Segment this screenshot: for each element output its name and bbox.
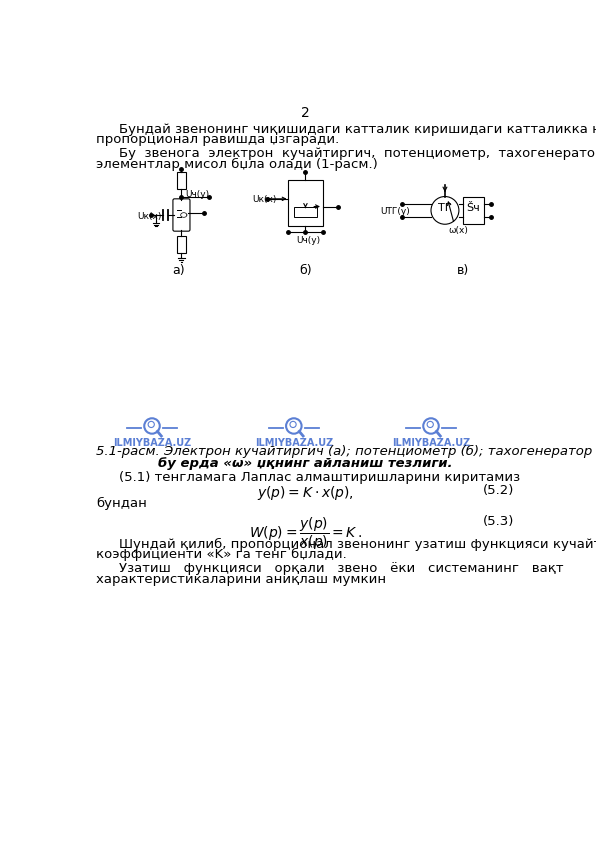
Text: 2: 2 (301, 106, 310, 120)
Text: Uч(y): Uч(y) (185, 190, 209, 200)
Text: ILMIYBAZA.UZ: ILMIYBAZA.UZ (392, 438, 470, 448)
Bar (294, 207, 316, 216)
Text: ω(x): ω(x) (449, 226, 468, 235)
Text: бундан: бундан (96, 497, 147, 510)
Text: ТГ: ТГ (438, 203, 452, 213)
Text: Бу  звенога  электрон  кучайтиргич,  потенциометр,  тахогенератор  каби: Бу звенога электрон кучайтиргич, потенци… (119, 147, 596, 160)
Text: UТГ(y): UТГ(y) (381, 206, 411, 216)
Text: (5.3): (5.3) (483, 515, 515, 528)
Text: характеристикаларини аниқлаш мумкин: характеристикаларини аниқлаш мумкин (96, 573, 386, 586)
Text: а): а) (172, 264, 185, 277)
Text: ILMIYBAZA.UZ: ILMIYBAZA.UZ (254, 438, 333, 448)
Text: Узатиш   функцияси   орқали   звено   ёки   системанинг   вақт: Узатиш функцияси орқали звено ёки систем… (119, 562, 563, 575)
Text: Šч: Šч (467, 203, 480, 213)
Text: коэффициенти «K» га тенг бџлади.: коэффициенти «K» га тенг бџлади. (96, 548, 347, 562)
Text: в): в) (457, 264, 469, 277)
Text: 5.1-расм. Электрон кучайтиргич (а); потенциометр (б); тахогенератор (в),: 5.1-расм. Электрон кучайтиргич (а); поте… (96, 445, 596, 458)
Text: Бундай звенонинг чиқишидаги катталик киришидаги катталикка нисбатан: Бундай звенонинг чиқишидаги катталик кир… (119, 123, 596, 136)
Text: ILMIYBAZA.UZ: ILMIYBAZA.UZ (113, 438, 191, 448)
Text: (5.1) тенгламага Лаплас алмаштиришларини киритамиз: (5.1) тенгламага Лаплас алмаштиришларини… (119, 471, 520, 483)
Text: Шундай қилиб, пропорционал звенонинг узатиш функцияси кучайтириш: Шундай қилиб, пропорционал звенонинг уза… (119, 538, 596, 551)
Text: бу ерда «ω» џқнинг айланиш тезлиги.: бу ерда «ω» џқнинг айланиш тезлиги. (158, 456, 453, 470)
Text: б): б) (299, 264, 312, 277)
Text: $W(p) = \dfrac{y(p)}{x(p)} = K\,.$: $W(p) = \dfrac{y(p)}{x(p)} = K\,.$ (249, 515, 362, 552)
Text: $y(p) = K \cdot x(p)$,: $y(p) = K \cdot x(p)$, (257, 484, 354, 502)
Bar (177, 236, 186, 253)
Bar (288, 179, 323, 226)
Text: Uч(y): Uч(y) (296, 236, 320, 245)
Bar (462, 197, 485, 224)
Text: (5.2): (5.2) (483, 484, 515, 497)
Text: Uк(x): Uк(x) (253, 195, 277, 204)
Text: элементлар мисол бџла олади (1-расм.): элементлар мисол бџла олади (1-расм.) (96, 158, 378, 171)
Text: пропорционал равишда џзгаради.: пропорционал равишда џзгаради. (96, 133, 340, 147)
Bar (177, 172, 186, 189)
Text: Uк(x): Uк(x) (137, 212, 162, 221)
